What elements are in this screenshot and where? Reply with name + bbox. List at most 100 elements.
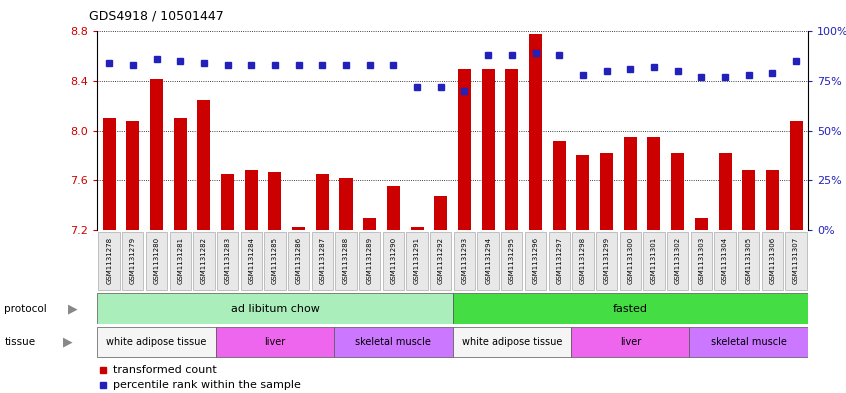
Text: GDS4918 / 10501447: GDS4918 / 10501447 (89, 10, 223, 23)
Text: GSM1131297: GSM1131297 (556, 237, 563, 284)
Bar (382, 232, 404, 290)
Bar (102, 118, 116, 230)
Bar (458, 69, 471, 230)
Text: GSM1131301: GSM1131301 (651, 237, 657, 284)
Bar (387, 187, 400, 230)
Bar (596, 232, 618, 290)
Text: GSM1131304: GSM1131304 (722, 237, 728, 284)
Bar (529, 34, 542, 230)
Text: GSM1131292: GSM1131292 (437, 237, 444, 284)
Text: GSM1131300: GSM1131300 (627, 237, 634, 284)
Bar (126, 121, 140, 230)
Text: skeletal muscle: skeletal muscle (355, 337, 431, 347)
Bar (410, 228, 424, 230)
Text: GSM1131287: GSM1131287 (319, 237, 326, 284)
Bar (624, 137, 637, 230)
Text: percentile rank within the sample: percentile rank within the sample (113, 380, 301, 389)
Text: GSM1131298: GSM1131298 (580, 237, 586, 284)
Bar (548, 232, 570, 290)
Text: protocol: protocol (4, 303, 47, 314)
Bar (268, 172, 282, 230)
Bar (619, 232, 641, 290)
Text: GSM1131302: GSM1131302 (674, 237, 681, 284)
Bar (576, 156, 590, 230)
Bar (292, 228, 305, 230)
Bar (695, 217, 708, 230)
Text: GSM1131306: GSM1131306 (769, 237, 776, 284)
Bar (334, 327, 453, 357)
Text: ▶: ▶ (63, 335, 73, 349)
Text: GSM1131279: GSM1131279 (129, 237, 136, 284)
Text: GSM1131290: GSM1131290 (390, 237, 397, 284)
Bar (434, 196, 448, 230)
Bar (453, 232, 475, 290)
Bar (150, 79, 163, 230)
Bar (761, 232, 783, 290)
Text: fasted: fasted (613, 303, 648, 314)
Text: GSM1131283: GSM1131283 (224, 237, 231, 284)
Text: GSM1131305: GSM1131305 (745, 237, 752, 284)
Text: GSM1131303: GSM1131303 (698, 237, 705, 284)
Bar (501, 232, 523, 290)
Bar (97, 294, 453, 323)
Text: liver: liver (619, 337, 641, 347)
Bar (98, 232, 120, 290)
Bar (643, 232, 665, 290)
Bar (505, 69, 519, 230)
Bar (525, 232, 547, 290)
Text: ▶: ▶ (68, 302, 77, 315)
Text: transformed count: transformed count (113, 365, 217, 375)
Text: GSM1131294: GSM1131294 (485, 237, 492, 284)
Bar (193, 232, 215, 290)
Bar (572, 232, 594, 290)
Bar (406, 232, 428, 290)
Text: GSM1131281: GSM1131281 (177, 237, 184, 284)
Bar (311, 232, 333, 290)
Text: GSM1131293: GSM1131293 (461, 237, 468, 284)
Text: white adipose tissue: white adipose tissue (107, 337, 206, 347)
Bar (718, 153, 732, 230)
Bar (335, 232, 357, 290)
Bar (169, 232, 191, 290)
Text: skeletal muscle: skeletal muscle (711, 337, 787, 347)
Text: GSM1131288: GSM1131288 (343, 237, 349, 284)
Bar (481, 69, 495, 230)
Bar (552, 141, 566, 230)
Bar (339, 178, 353, 230)
Bar (714, 232, 736, 290)
Text: GSM1131285: GSM1131285 (272, 237, 278, 284)
Bar (453, 294, 808, 323)
Bar (785, 232, 807, 290)
Bar (173, 118, 187, 230)
Bar (288, 232, 310, 290)
Bar (742, 171, 755, 230)
Bar (363, 217, 376, 230)
Text: ad libitum chow: ad libitum chow (230, 303, 320, 314)
Bar (240, 232, 262, 290)
Bar (244, 171, 258, 230)
Bar (600, 153, 613, 230)
Text: white adipose tissue: white adipose tissue (462, 337, 562, 347)
Bar (217, 232, 239, 290)
Bar (671, 153, 684, 230)
Text: GSM1131296: GSM1131296 (532, 237, 539, 284)
Bar (221, 174, 234, 230)
Text: GSM1131307: GSM1131307 (793, 237, 799, 284)
Text: GSM1131289: GSM1131289 (366, 237, 373, 284)
Bar (690, 232, 712, 290)
Bar (146, 232, 168, 290)
Bar (122, 232, 144, 290)
Bar (738, 232, 760, 290)
Text: GSM1131295: GSM1131295 (508, 237, 515, 284)
Text: liver: liver (264, 337, 286, 347)
Bar (216, 327, 334, 357)
Text: GSM1131278: GSM1131278 (106, 237, 113, 284)
Bar (453, 327, 571, 357)
Bar (667, 232, 689, 290)
Text: GSM1131299: GSM1131299 (603, 237, 610, 284)
Text: tissue: tissue (4, 337, 36, 347)
Bar (571, 327, 689, 357)
Text: GSM1131291: GSM1131291 (414, 237, 420, 284)
Text: GSM1131286: GSM1131286 (295, 237, 302, 284)
Bar (430, 232, 452, 290)
